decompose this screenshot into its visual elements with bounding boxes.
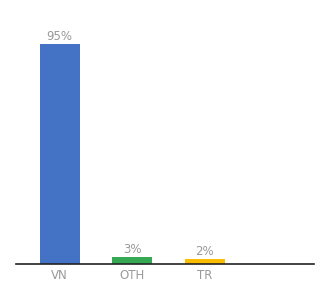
Bar [185,260,225,264]
Text: 95%: 95% [46,30,73,43]
Bar [112,257,152,264]
Text: 2%: 2% [196,245,214,258]
Bar [40,44,79,264]
Text: 3%: 3% [123,243,141,256]
